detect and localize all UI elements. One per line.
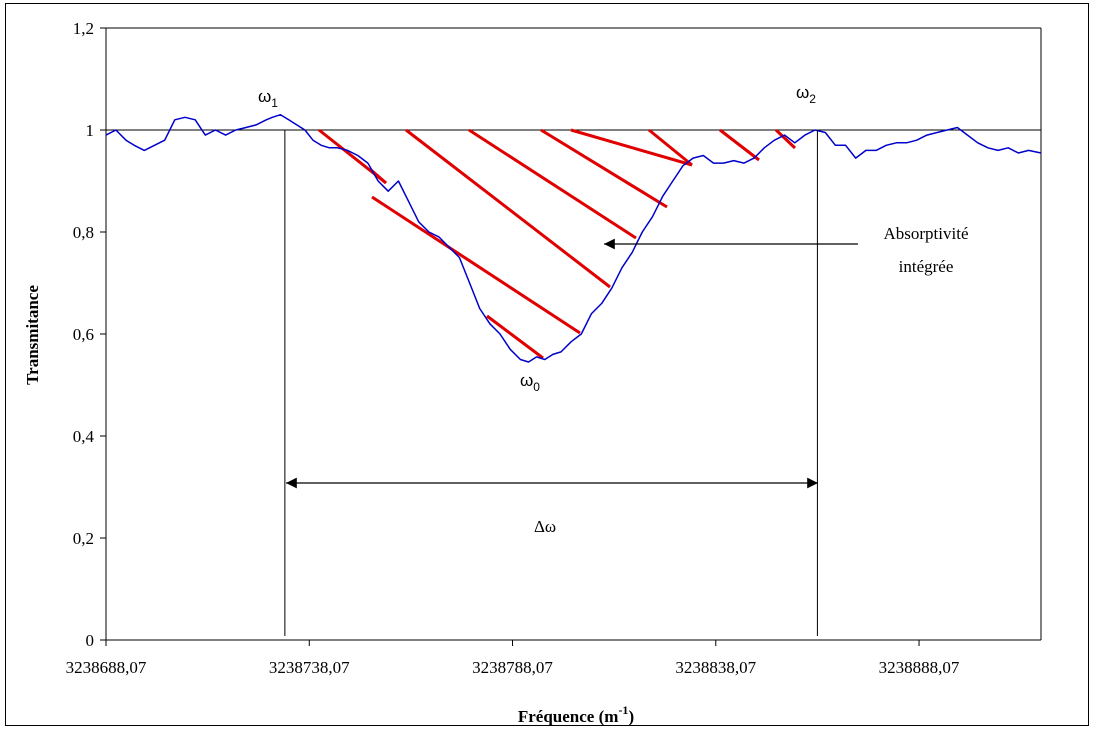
area-label-line1: Absorptivité: [884, 224, 969, 243]
omega0-label: ω0: [520, 371, 540, 394]
hatch-line: [774, 128, 797, 150]
axes: 0 0,2 0,4 0,6 0,8 1 1,2 3238688,07 3238738,07 323…: [66, 19, 1042, 677]
x-axis-title: Fréquence (m-1): [518, 703, 634, 726]
y-tick-label: 0,4: [73, 427, 95, 446]
y-tick-label: 0,2: [73, 529, 94, 548]
hatch-line: [486, 314, 544, 360]
series: [105, 113, 1042, 363]
hatch-line: [468, 128, 637, 240]
y-tick-label: 0,8: [73, 223, 94, 242]
x-tick-label: 3238688,07: [66, 658, 147, 677]
hatch-line: [719, 128, 760, 162]
hatch-line: [405, 128, 611, 289]
y-axis-title: Transmitance: [23, 285, 42, 385]
y-tick-label: 1,2: [73, 19, 94, 38]
area-label-line2: intégrée: [899, 257, 954, 276]
y-tick-label: 0,6: [73, 325, 94, 344]
omega1-label: ω1: [258, 87, 278, 110]
hatch-lines: [318, 128, 797, 360]
hatch-line: [570, 128, 693, 167]
transmittance-series-line: [105, 113, 1042, 363]
x-tick-label: 3238738,07: [269, 658, 350, 677]
y-tick-label: 0: [86, 631, 95, 650]
chart-frame: [5, 3, 1089, 726]
x-tick-label: 3238788,07: [472, 658, 553, 677]
y-tick-label: 1: [86, 121, 95, 140]
delta-omega-label: Δω: [534, 517, 556, 536]
hatch-line: [648, 128, 693, 167]
x-tick-label: 3238888,07: [879, 658, 960, 677]
markers: [284, 130, 818, 636]
omega2-label: ω2: [796, 83, 816, 106]
hatch-line: [540, 128, 668, 209]
x-tick-label: 3238838,07: [675, 658, 756, 677]
hatch-line: [371, 195, 581, 335]
